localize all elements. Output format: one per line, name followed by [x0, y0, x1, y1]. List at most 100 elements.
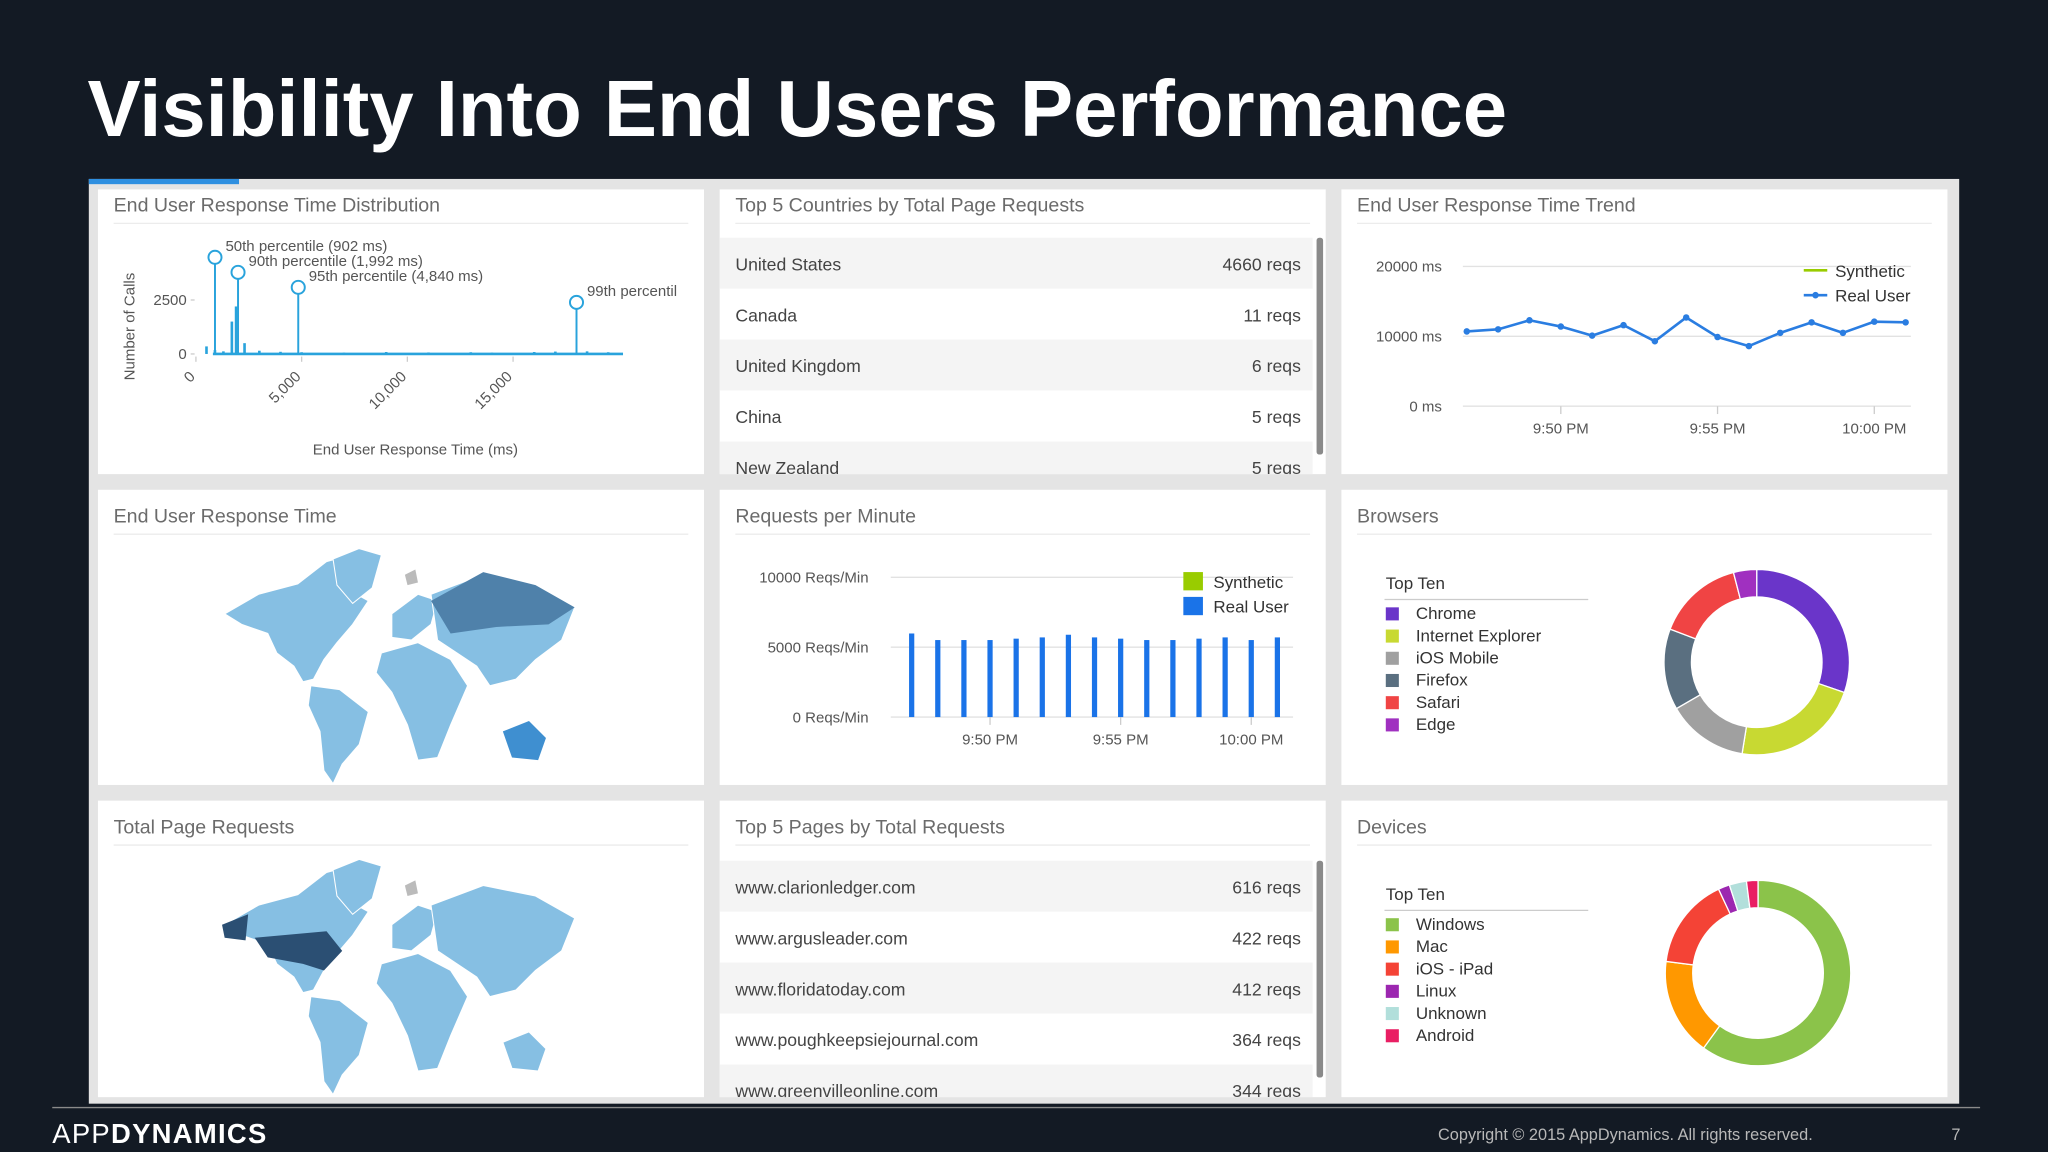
map-region [404, 880, 418, 896]
cell-value: 6 reqs [1252, 356, 1301, 376]
series-point [1714, 333, 1721, 341]
percentile-marker [290, 279, 306, 295]
histogram-bar [342, 352, 346, 354]
bar [1118, 638, 1124, 718]
donut-slice [1745, 879, 1759, 909]
map-region [431, 572, 575, 634]
bar [1222, 637, 1228, 718]
cell-value: 11 reqs [1243, 305, 1301, 325]
x-tick-label: 9:55 PM [1690, 421, 1746, 438]
scrollbar[interactable] [1316, 860, 1324, 1078]
brand-logo: APPDYNAMICS [52, 1118, 267, 1149]
cell-value: 412 reqs [1232, 979, 1301, 999]
world-map [223, 547, 576, 785]
cell-name: New Zealand [735, 458, 839, 478]
panel-title: Top 5 Pages by Total Requests [735, 816, 1005, 838]
world-map [222, 858, 576, 1096]
cell-value: 422 reqs [1232, 928, 1301, 948]
bar [935, 640, 941, 718]
row-background [719, 860, 1313, 912]
bar [1013, 638, 1019, 718]
cell-name: United States [735, 254, 841, 274]
bar [987, 640, 993, 718]
legend-label: Internet Explorer [1416, 626, 1542, 645]
histogram-bar [384, 352, 388, 354]
cell-value: 5 reqs [1252, 458, 1301, 478]
cell-name: www.poughkeepsiejournal.com [734, 1030, 978, 1050]
y-tick-label: 0 ms [1409, 398, 1442, 415]
bar [909, 633, 915, 718]
y-tick-label: 0 [178, 346, 186, 363]
legend-title: Top Ten [1386, 574, 1445, 593]
y-tick-label: 5000 Reqs/Min [768, 639, 869, 656]
histogram-bar [279, 351, 282, 354]
series-point [1776, 329, 1784, 337]
panel-title: Requests per Minute [735, 505, 916, 527]
legend-swatch [1385, 673, 1399, 688]
histogram-bar [205, 346, 208, 354]
map-region [254, 931, 343, 971]
brand-part: APP [52, 1118, 111, 1149]
series-point [1745, 342, 1753, 350]
cell-value: 344 reqs [1232, 1081, 1301, 1101]
y-tick-label: 10000 ms [1376, 329, 1442, 346]
legend-label: Firefox [1416, 671, 1468, 690]
donut-slice [1732, 568, 1758, 600]
series-point [1902, 319, 1909, 326]
page-number: 7 [1951, 1126, 1960, 1144]
legend-label: iOS - iPad [1416, 959, 1493, 978]
cell-name: Canada [735, 305, 797, 325]
legend-swatch-dot [1812, 291, 1819, 299]
histogram-bar [490, 352, 494, 354]
series-point [1463, 328, 1471, 335]
bar [1274, 637, 1280, 718]
x-tick-label: 10:00 PM [1219, 731, 1283, 748]
histogram-bar [300, 352, 303, 354]
percentile-marker [207, 249, 223, 265]
panel [719, 800, 1326, 1098]
legend-label: Linux [1416, 982, 1457, 1001]
legend-label: Synthetic [1835, 262, 1905, 281]
slide-title: Visibility Into End Users Performance [88, 64, 1508, 153]
panel [97, 189, 704, 475]
histogram-bar [230, 321, 234, 354]
row-background [719, 962, 1313, 1014]
row-background [719, 237, 1313, 289]
legend-label: Unknown [1416, 1004, 1487, 1023]
histogram-bar [222, 351, 225, 354]
x-tick-label: 9:55 PM [1093, 731, 1149, 748]
series-point [1808, 319, 1815, 326]
legend-swatch [1183, 572, 1203, 591]
percentile-label: 90th percentile (1,992 ms) [248, 253, 422, 270]
panel-title: Top 5 Countries by Total Page Requests [735, 195, 1084, 217]
scrollbar[interactable] [1316, 237, 1324, 455]
histogram-bar [606, 352, 610, 354]
x-tick-label: 10:00 PM [1842, 421, 1906, 438]
panel-title: Devices [1357, 816, 1427, 838]
legend-label: Synthetic [1213, 573, 1283, 592]
donut-slice [1702, 879, 1852, 1067]
map-region [502, 720, 546, 761]
brand-part: DYNAMICS [111, 1118, 268, 1149]
y-tick-label: 10000 Reqs/Min [759, 570, 868, 587]
histogram-bar [469, 352, 473, 354]
cell-value: 616 reqs [1232, 877, 1301, 897]
panel-title: End User Response Time [114, 505, 337, 527]
cell-value: 364 reqs [1232, 1030, 1301, 1050]
percentile-marker [230, 264, 246, 280]
y-axis-label: Number of Calls [122, 273, 139, 381]
series-point [1620, 321, 1627, 329]
series-point [1526, 316, 1533, 324]
legend-label: Mac [1416, 937, 1449, 956]
legend-label: Real User [1213, 598, 1289, 617]
panel-title: End User Response Time Distribution [114, 195, 440, 217]
cell-name: www.clarionledger.com [734, 877, 915, 897]
legend-title: Top Ten [1386, 885, 1445, 904]
y-tick-label: 20000 ms [1376, 259, 1442, 276]
bar [1248, 640, 1254, 718]
legend-swatch [1385, 607, 1399, 621]
y-tick-label: 2500 [153, 292, 186, 309]
title-dividers [113, 222, 1932, 846]
legend-label: Real User [1835, 287, 1911, 306]
